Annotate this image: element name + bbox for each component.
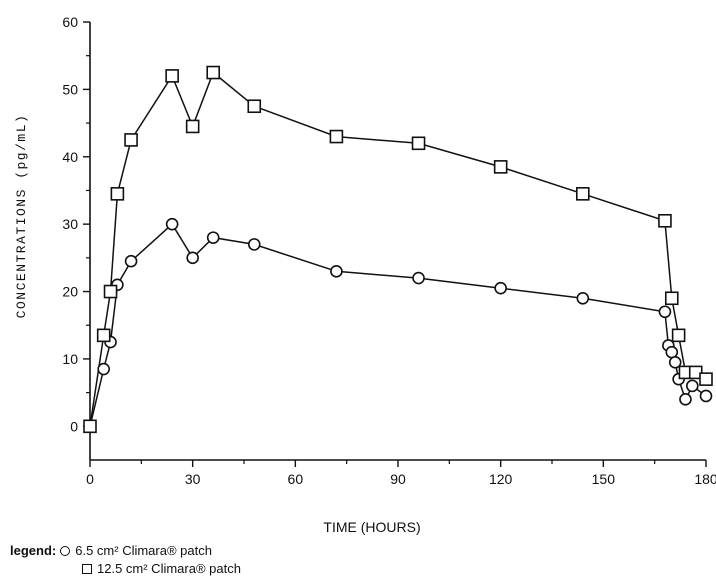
- data-point-square: [96, 328, 111, 343]
- data-point-circle: [186, 251, 199, 265]
- x-axis-label: TIME (HOURS): [323, 519, 420, 535]
- y-tick-label: 20: [62, 284, 78, 300]
- data-point-circle: [412, 271, 425, 285]
- series-line-2: [89, 71, 707, 427]
- data-point-circle: [576, 291, 590, 305]
- data-point-circle: [165, 217, 179, 231]
- data-point-circle: [330, 265, 343, 278]
- data-point-square: [110, 187, 125, 201]
- y-tick-label: 50: [62, 81, 78, 97]
- data-point-circle: [206, 231, 220, 244]
- data-point-square: [83, 419, 97, 434]
- x-tick-label: 30: [185, 471, 201, 487]
- data-point-circle: [494, 281, 507, 295]
- x-tick-label: 0: [86, 471, 94, 487]
- x-tick-label: 180: [694, 471, 716, 487]
- data-point-square: [165, 69, 179, 83]
- data-point-square: [671, 328, 686, 343]
- legend-entry-small-patch: 6.5 cm² Climara® patch: [75, 543, 212, 558]
- x-tick-label: 90: [390, 471, 406, 487]
- data-point-circle: [679, 393, 692, 406]
- legend: legend: 6.5 cm² Climara® patch 12.5 cm² …: [10, 542, 241, 578]
- data-point-square: [699, 372, 713, 386]
- legend-title: legend:: [10, 543, 57, 558]
- x-tick-label: 150: [592, 471, 616, 487]
- y-tick-label: 10: [62, 351, 78, 367]
- square-marker-icon: [82, 564, 92, 574]
- y-tick-label: 0: [70, 418, 78, 434]
- y-tick-label: 30: [62, 216, 78, 232]
- x-tick-label: 60: [288, 471, 304, 487]
- data-point-square: [664, 291, 679, 306]
- legend-entry-large-patch: 12.5 cm² Climara® patch: [97, 561, 241, 576]
- concentration-chart: 0 30 60 90 120 150 180 0 10 20 30 40 50 60 TIME (HOUR…: [14, 14, 716, 535]
- data-point-square: [329, 129, 344, 144]
- data-point-square: [124, 133, 138, 147]
- data-point-square: [411, 136, 426, 151]
- data-point-square: [185, 119, 200, 134]
- data-point-circle: [686, 379, 699, 393]
- ticks: 0 30 60 90 120 150 180 0 10 20 30 40 50 60: [62, 14, 716, 487]
- legend-row-large-patch: 12.5 cm² Climara® patch: [10, 560, 241, 578]
- data-point-square: [575, 187, 590, 201]
- y-tick-label: 60: [62, 14, 78, 30]
- data-point-circle: [247, 238, 261, 251]
- series-markers: [83, 65, 713, 434]
- data-point-circle: [658, 305, 672, 319]
- series-lines: [89, 71, 707, 427]
- data-point-square: [206, 65, 220, 80]
- data-point-circle: [97, 362, 110, 376]
- data-point-square: [247, 99, 262, 114]
- series-line-1: [89, 223, 707, 427]
- x-tick-label: 120: [489, 471, 513, 487]
- data-point-circle: [699, 389, 713, 403]
- data-point-square: [658, 213, 672, 228]
- circle-marker-icon: [60, 546, 71, 556]
- data-point-circle: [668, 355, 682, 369]
- legend-row-small-patch: legend: 6.5 cm² Climara® patch: [10, 542, 241, 560]
- y-axis-label: CONCENTRATIONS (pg/mL): [14, 114, 29, 319]
- data-point-circle: [124, 254, 138, 268]
- y-tick-label: 40: [62, 149, 78, 165]
- data-point-square: [493, 160, 508, 174]
- data-point-square: [103, 284, 118, 299]
